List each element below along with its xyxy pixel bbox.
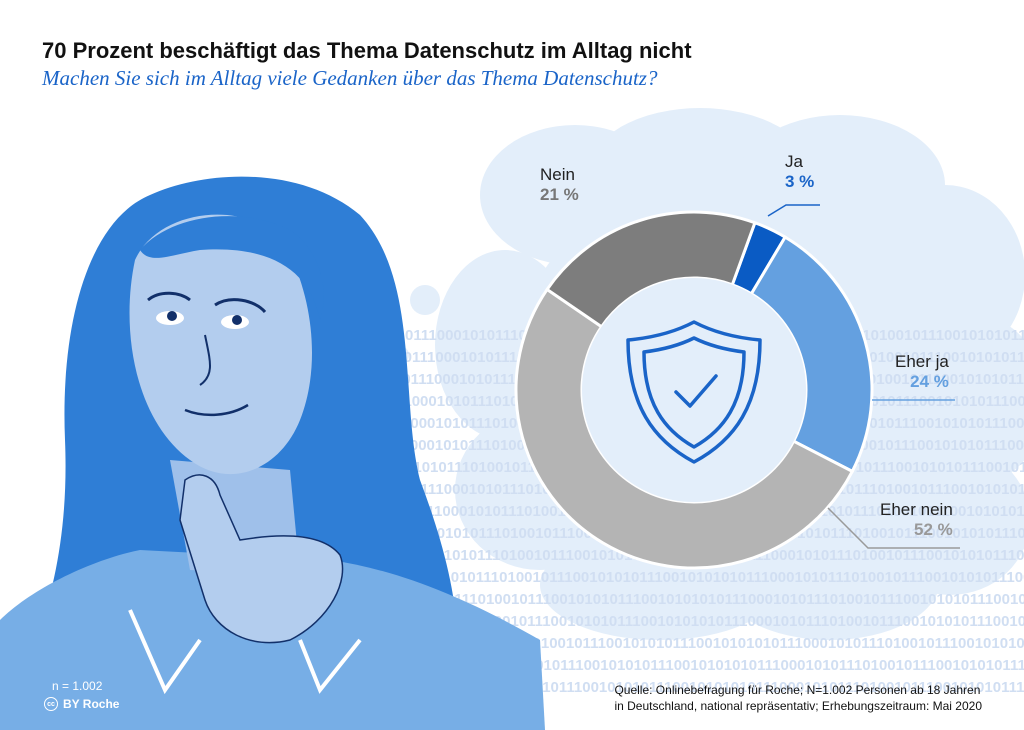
label-ja: Ja 3 %: [785, 152, 814, 192]
source-line-2: in Deutschland, national repräsentativ; …: [614, 699, 982, 713]
label-nein: Nein 21 %: [540, 165, 579, 205]
label-eher-ja-name: Eher ja: [895, 352, 949, 371]
mouth: [184, 403, 249, 417]
source-note: Quelle: Onlinebefragung für Roche; N=1.0…: [614, 682, 982, 714]
label-ja-value: 3 %: [785, 172, 815, 191]
svg-text:100010101110100101110010101011: 1000101011101001011100101010111001010101…: [387, 613, 1024, 630]
svg-text:111000101011101001011100101010: 1110001010111010010111001010101110010101…: [394, 569, 1024, 586]
creative-commons-icon: cc: [44, 697, 58, 711]
label-eher-ja-value: 24 %: [910, 372, 949, 391]
nose: [199, 334, 211, 386]
label-eher-nein: Eher nein 52 %: [880, 500, 953, 540]
label-eher-nein-name: Eher nein: [880, 500, 953, 519]
thinking-woman-illustration: [0, 176, 545, 730]
eyebrow-right: [214, 298, 267, 314]
license: cc BY Roche: [44, 697, 119, 711]
label-nein-name: Nein: [540, 165, 575, 184]
eyebrow-left: [147, 291, 191, 302]
face: [129, 214, 312, 475]
leader-ja: [767, 204, 820, 217]
label-eher-ja: Eher ja 24 %: [895, 352, 949, 392]
leader-lines: [767, 204, 960, 549]
chart-title: 70 Prozent beschäftigt das Thema Datensc…: [42, 38, 692, 63]
svg-text:101110001010111010010111001010: 1011100010101110100101110010101011100101…: [387, 679, 1024, 696]
leader-eher-nein: [827, 507, 960, 549]
label-nein-value: 21 %: [540, 185, 579, 204]
svg-text:101011100010101110100101110010: 1010111000101011101001011100101010111001…: [394, 635, 1024, 652]
donut-chart: [514, 210, 874, 570]
source-line-1: Quelle: Onlinebefragung für Roche; N=1.0…: [614, 683, 981, 697]
sample-size: n = 1.002: [52, 679, 103, 693]
license-text: BY Roche: [63, 697, 120, 711]
label-eher-nein-value: 52 %: [914, 520, 953, 539]
shield-check-icon: [626, 320, 762, 464]
hair-fringe: [140, 216, 324, 320]
collar: [128, 609, 362, 695]
svg-text:110001010111010010111001010101: 1100010101110100101110010101011100101010…: [380, 591, 1024, 608]
hand: [179, 474, 344, 644]
label-ja-name: Ja: [785, 152, 803, 171]
donut-center: [582, 278, 806, 502]
chart-subtitle: Machen Sie sich im Alltag viele Gedanken…: [42, 66, 658, 90]
